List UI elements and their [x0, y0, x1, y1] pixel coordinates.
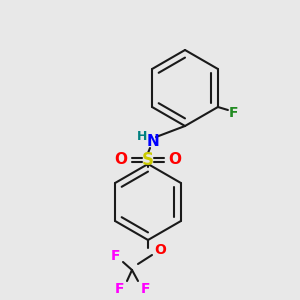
Text: O: O: [169, 152, 182, 167]
Text: S: S: [142, 151, 154, 169]
Text: F: F: [141, 282, 151, 296]
Text: O: O: [154, 243, 166, 257]
Text: O: O: [115, 152, 128, 167]
Text: H: H: [137, 130, 147, 143]
Text: F: F: [110, 249, 120, 263]
Text: F: F: [229, 106, 239, 120]
Text: F: F: [114, 282, 124, 296]
Text: N: N: [147, 134, 159, 149]
